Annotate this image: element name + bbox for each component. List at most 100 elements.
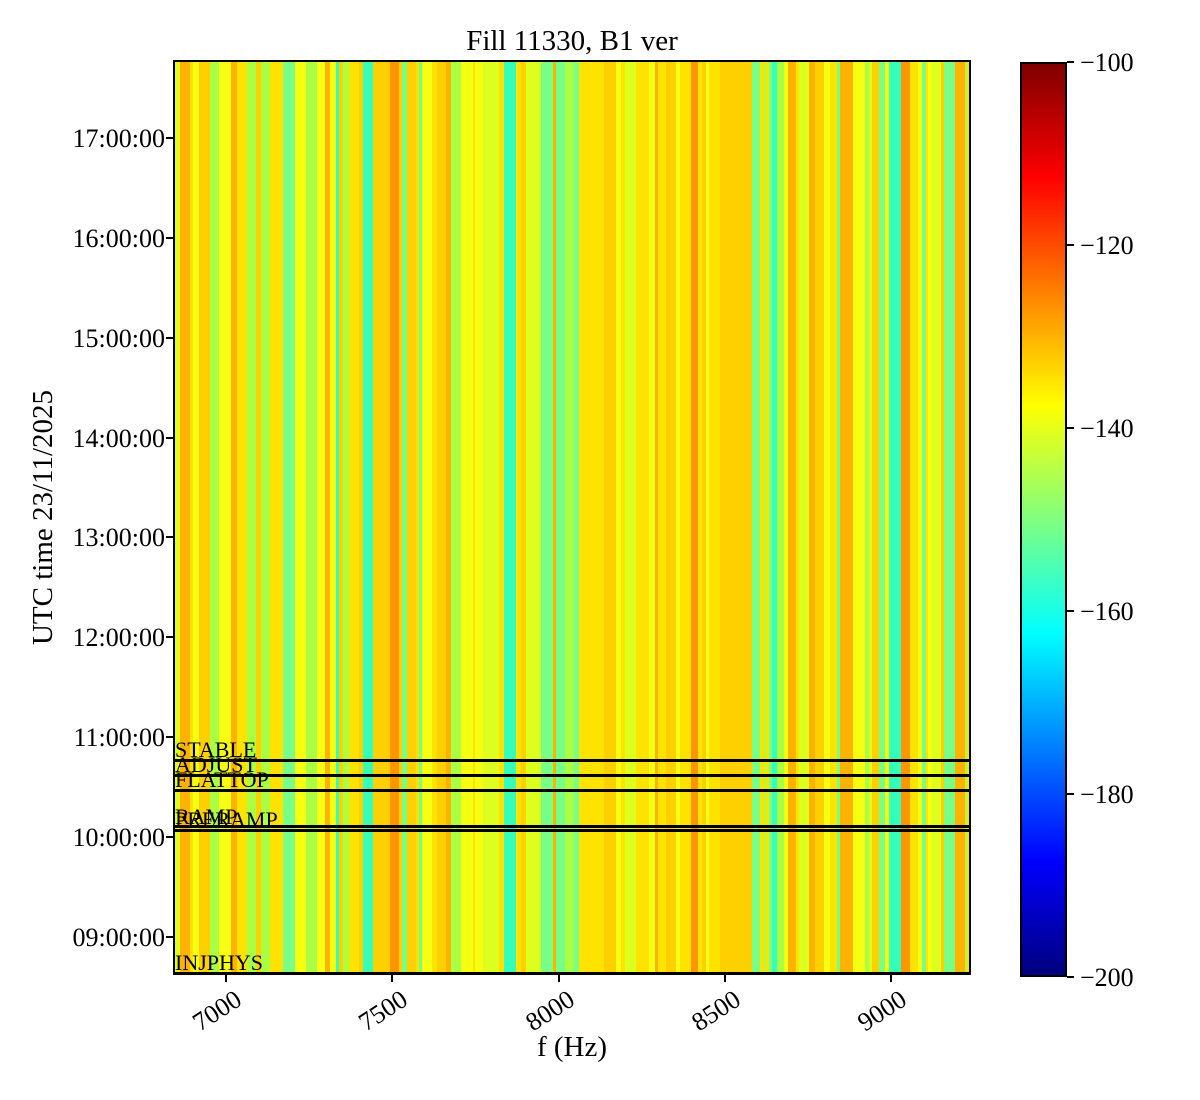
spectrogram-stripe <box>383 62 391 973</box>
x-tick-label: 9000 <box>852 984 912 1037</box>
spectrogram-stripe <box>486 62 501 973</box>
spectrogram-stripe <box>558 62 566 973</box>
beam-mode-label-stable: STABLE <box>175 737 257 763</box>
spectrogram-stripe <box>648 62 657 973</box>
spectrogram-stripe <box>520 62 528 973</box>
x-tick-label: 8000 <box>520 984 580 1037</box>
spectrogram-stripe <box>799 62 811 973</box>
colorbar-tick-mark <box>1067 610 1074 612</box>
spectrogram-stripe <box>751 62 762 973</box>
spectrogram-stripe <box>909 62 920 973</box>
spectrogram-stripe <box>616 62 623 973</box>
x-tick-mark <box>723 975 726 982</box>
colorbar-tick-mark <box>1067 976 1074 978</box>
spectrogram-stripe <box>967 62 969 973</box>
spectrogram-stripe <box>657 62 668 973</box>
y-tick-mark <box>166 436 173 439</box>
x-axis-label: f (Hz) <box>536 1031 608 1063</box>
spectrogram-stripe <box>402 62 409 973</box>
spectrogram-stripe <box>516 62 523 973</box>
spectrogram-stripe <box>556 62 561 973</box>
colorbar-tick-label: −120 <box>1080 231 1134 260</box>
spectrogram-stripe <box>431 62 438 973</box>
colorbar-tick-label: −180 <box>1080 780 1134 809</box>
y-tick-mark <box>166 237 173 239</box>
spectrogram-stripe <box>760 62 766 973</box>
y-tick-label: 15:00:00 <box>72 323 165 353</box>
spectrogram-stripe <box>922 62 928 973</box>
spectrogram-stripe <box>829 62 838 973</box>
spectrogram-stripe <box>538 62 543 973</box>
x-tick-mark <box>890 975 893 982</box>
spectrogram-stripe <box>850 62 855 973</box>
spectrogram-stripe <box>943 62 957 973</box>
y-axis-label-text: UTC time 23/11/2025 <box>27 389 60 645</box>
spectrogram-stripe <box>325 62 333 973</box>
colorbar-tick-label: −200 <box>1080 963 1134 992</box>
spectrogram-stripe <box>869 62 874 973</box>
spectrogram-stripe <box>282 62 297 973</box>
spectrogram-stripe <box>796 62 801 973</box>
spectrogram-stripe <box>954 62 967 973</box>
spectrogram-stripe <box>280 62 285 973</box>
colorbar <box>1020 62 1067 977</box>
y-tick-label: 17:00:00 <box>72 124 165 154</box>
x-tick-mark <box>391 975 394 982</box>
spectrogram-stripe <box>482 62 488 973</box>
spectrogram-stripe <box>655 62 660 973</box>
spectrogram-stripe <box>679 62 689 973</box>
spectrogram-stripe <box>231 62 240 973</box>
y-tick-mark <box>166 835 173 838</box>
spectrogram-stripe <box>941 62 945 973</box>
spectrogram-stripe <box>199 62 212 973</box>
spectrogram-stripe <box>690 62 700 973</box>
spectrogram-stripe <box>788 62 798 973</box>
heatmap-plot-area <box>173 60 971 975</box>
spectrogram-stripe <box>769 62 775 973</box>
spectrogram-stripe <box>852 62 866 973</box>
x-tick-mark <box>557 975 560 982</box>
spectrogram-stripe <box>316 62 327 973</box>
spectrogram-stripe <box>348 62 361 973</box>
spectrogram-stripe <box>636 62 651 973</box>
spectrogram-stripe <box>625 62 639 973</box>
spectrogram-stripe <box>342 62 351 973</box>
spectrogram-stripe <box>373 62 386 973</box>
spectrogram-stripe <box>406 62 413 973</box>
spectrogram-stripe <box>363 62 375 973</box>
spectrogram-stripe <box>931 62 943 973</box>
colorbar-tick-mark <box>1067 427 1074 429</box>
y-tick-label: 14:00:00 <box>72 423 165 453</box>
spectrogram-stripe <box>583 62 588 973</box>
chart-title: Fill 11330, B1 ver <box>466 25 678 57</box>
spectrogram-stripe <box>705 62 711 973</box>
x-tick-label: 8500 <box>686 984 746 1037</box>
spectrogram-stripe <box>840 62 852 973</box>
beam-mode-line-stable <box>173 758 971 762</box>
spectrogram-stripe <box>708 62 721 973</box>
colorbar-tick-mark <box>1067 793 1074 795</box>
spectrogram-stripe <box>472 62 477 973</box>
spectrogram-stripe <box>776 62 785 973</box>
spectrogram-stripe <box>422 62 434 973</box>
spectrogram-stripe <box>598 62 607 973</box>
spectrogram-stripe <box>436 62 448 973</box>
spectrogram-stripe <box>450 62 462 973</box>
spectrogram-stripe <box>763 62 768 973</box>
spectrogram-stripe <box>719 62 734 973</box>
spectrogram-stripe <box>335 62 341 973</box>
y-tick-label: 13:00:00 <box>72 523 165 553</box>
spectrogram-stripe <box>732 62 747 973</box>
spectrogram-stripe <box>460 62 475 973</box>
beam-mode-label-preramp: PRERAMP <box>175 807 278 833</box>
spectrogram-stripe <box>389 62 401 973</box>
colorbar-tick-label: −140 <box>1080 414 1134 443</box>
y-tick-mark <box>166 935 173 938</box>
spectrogram-stripe <box>503 62 518 973</box>
spectrogram-stripe <box>701 62 707 973</box>
spectrogram-stripe <box>193 62 201 973</box>
spectrogram-stripe <box>209 62 221 973</box>
beam-mode-line-flattop <box>173 788 971 792</box>
spectrogram-stripe <box>553 62 559 973</box>
spectrogram-stripe <box>783 62 790 973</box>
